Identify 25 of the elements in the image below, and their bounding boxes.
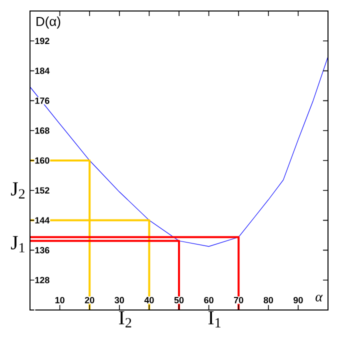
x-tick-label: 30 (114, 296, 124, 304)
x-tick-label: 20 (84, 296, 94, 304)
x-tick-label: 40 (144, 296, 154, 304)
text: I$_{2}$ (119, 311, 132, 328)
text: J$_{2}$ (10, 182, 25, 198)
text: I$_{1}$ (208, 311, 220, 328)
x-tick-label: 80 (264, 296, 274, 304)
y-tick-label: 144 (35, 217, 50, 224)
y-tick-label: 192 (35, 38, 50, 44)
y-tick-label: 176 (35, 98, 50, 104)
y-tick-label: 128 (35, 276, 50, 284)
y-tick-label: 184 (35, 68, 50, 74)
x-tick-label: 50 (174, 296, 184, 304)
y-tick-label: 168 (35, 127, 50, 134)
y-tick-label: 152 (35, 187, 50, 194)
text: J$_{1}$ (10, 236, 24, 252)
x-tick-label: 60 (204, 296, 214, 304)
x-axis-title: α (316, 294, 323, 302)
y-tick-label: 136 (35, 247, 50, 254)
y-tick-label: 160 (35, 157, 50, 164)
y-axis-title: D(α) (36, 16, 60, 29)
x-tick-label: 70 (234, 296, 244, 304)
x-tick-label: 90 (294, 296, 303, 304)
line-series (30, 56, 328, 247)
x-tick-label: 10 (55, 296, 64, 304)
